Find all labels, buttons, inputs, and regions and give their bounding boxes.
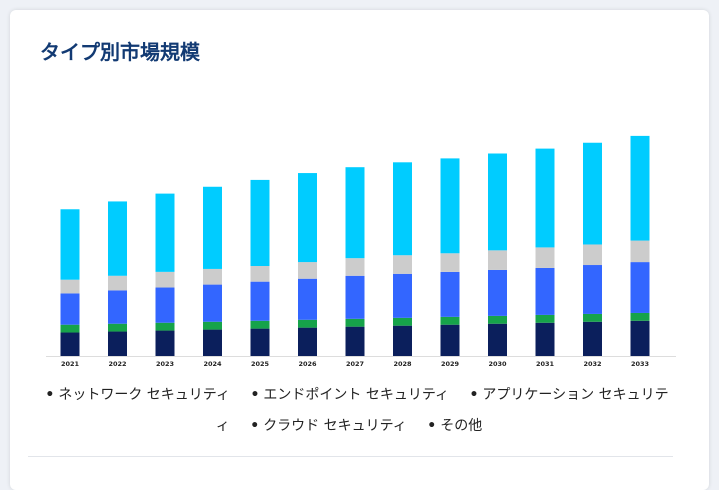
- bar-segment-2031-2: [535, 267, 555, 315]
- bar-segment-2026-2: [298, 278, 317, 320]
- bar-segment-2032-1: [583, 313, 602, 322]
- x-tick-label: 2029: [441, 360, 460, 368]
- bar-segment-2026-4: [298, 173, 317, 263]
- bar-segment-2022-2: [108, 290, 127, 324]
- bar-segment-2027-3: [345, 258, 365, 276]
- bar-segment-2021-3: [60, 279, 80, 294]
- bar-segment-2031-3: [535, 247, 555, 268]
- bar-segment-2028-1: [393, 317, 412, 326]
- bar-segment-2025-3: [250, 266, 270, 282]
- bar-segment-2033-4: [630, 135, 650, 241]
- x-tick-label: 2022: [108, 360, 126, 368]
- bar-segment-2025-2: [250, 281, 270, 321]
- x-tick-label: 2033: [631, 360, 649, 368]
- bar-segment-2031-1: [535, 314, 555, 323]
- legend-bullet: •: [469, 387, 479, 403]
- bar-segment-2022-3: [108, 275, 127, 291]
- bar-segment-2032-3: [583, 244, 602, 266]
- bar-segment-2028-0: [393, 325, 412, 356]
- bar-segment-2026-3: [298, 262, 317, 279]
- legend-bullet: •: [250, 387, 260, 403]
- x-tick-label: 2030: [488, 360, 507, 368]
- legend-bullet: •: [45, 387, 55, 403]
- bar-segment-2027-2: [345, 275, 365, 319]
- legend-item-endpoint: • エンドポイント セキュリティ: [250, 387, 449, 403]
- bar-segment-2024-1: [203, 321, 222, 330]
- divider: [28, 456, 673, 457]
- bar-segment-2029-1: [440, 316, 460, 325]
- bar-segment-2023-2: [155, 287, 175, 323]
- bar-segment-2030-4: [488, 153, 507, 251]
- bar-segment-2030-2: [488, 269, 507, 316]
- bar-segment-2032-2: [583, 265, 602, 314]
- bar-segment-2033-2: [630, 262, 650, 313]
- bar-segment-2029-4: [440, 158, 460, 254]
- bar-segment-2023-0: [155, 330, 175, 356]
- legend-item-other: • その他: [427, 418, 482, 434]
- bar-segment-2024-3: [203, 268, 222, 285]
- bar-segment-2026-1: [298, 319, 317, 328]
- bar-segment-2031-0: [535, 322, 555, 356]
- bar-segment-2023-4: [155, 193, 175, 272]
- bar-segment-2032-4: [583, 142, 602, 245]
- legend-label: アプリケーション セキュリティ: [215, 387, 669, 434]
- x-tick-label: 2024: [203, 360, 222, 368]
- bar-segment-2030-0: [488, 323, 507, 356]
- legend-item-network: • ネットワーク セキュリティ: [45, 387, 230, 403]
- legend-label: その他: [440, 418, 483, 434]
- legend-bullet: •: [250, 418, 260, 434]
- bar-segment-2030-3: [488, 250, 507, 270]
- bar-segment-2028-2: [393, 273, 412, 318]
- bar-segment-2023-3: [155, 271, 175, 288]
- bar-segment-2027-1: [345, 318, 365, 327]
- x-tick-label: 2032: [583, 360, 601, 368]
- bar-segment-2025-4: [250, 179, 270, 266]
- bar-segment-2022-1: [108, 323, 127, 332]
- x-tick-label: 2031: [536, 360, 555, 368]
- legend-label: エンドポイント セキュリティ: [263, 387, 450, 403]
- bar-segment-2021-2: [60, 293, 80, 325]
- bar-segment-2022-4: [108, 201, 127, 276]
- bar-segment-2023-1: [155, 322, 175, 331]
- bar-segment-2021-0: [60, 332, 80, 356]
- bar-segment-2024-2: [203, 284, 222, 322]
- legend-label: クラウド セキュリティ: [263, 418, 407, 434]
- bar-segment-2026-0: [298, 327, 317, 356]
- x-tick-label: 2026: [298, 360, 317, 368]
- chart-title: タイプ別市場規模: [40, 40, 200, 64]
- bar-segment-2031-4: [535, 148, 555, 248]
- x-tick-label: 2023: [156, 360, 174, 368]
- legend-item-cloud: • クラウド セキュリティ: [250, 418, 407, 434]
- bar-segment-2030-1: [488, 315, 507, 324]
- bar-segment-2024-0: [203, 329, 222, 356]
- bar-segment-2021-4: [60, 209, 80, 280]
- bar-segment-2025-0: [250, 328, 270, 356]
- bar-segment-2025-1: [250, 320, 270, 329]
- bar-segment-2028-3: [393, 255, 412, 274]
- bar-segment-2029-2: [440, 271, 460, 317]
- bar-segment-2022-0: [108, 331, 127, 356]
- bar-segment-2032-0: [583, 321, 602, 356]
- x-tick-label: 2025: [251, 360, 270, 368]
- legend-label: ネットワーク セキュリティ: [58, 387, 230, 403]
- legend-bullet: •: [427, 418, 437, 434]
- x-tick-label: 2021: [61, 360, 80, 368]
- chart-legend: • ネットワーク セキュリティ • エンドポイント セキュリティ • アプリケーション…: [28, 380, 678, 442]
- bar-segment-2028-4: [393, 162, 412, 256]
- bar-segment-2029-3: [440, 253, 460, 272]
- bar-segment-2033-1: [630, 312, 650, 321]
- stacked-bar-chart: 2021 2022 2023 2024 2025 2026 2027 2028 2029 2030…: [46, 135, 676, 368]
- bar-segment-2029-0: [440, 324, 460, 356]
- bar-segment-2024-4: [203, 186, 222, 269]
- bar-segment-2027-4: [345, 167, 365, 259]
- x-tick-label: 2028: [393, 360, 412, 368]
- bar-segment-2033-0: [630, 320, 650, 356]
- x-tick-label: 2027: [346, 360, 364, 368]
- bar-segment-2021-1: [60, 324, 80, 333]
- bar-segment-2027-0: [345, 326, 365, 356]
- legend-item-application: • アプリケーション セキュリティ: [216, 387, 669, 434]
- bar-segment-2033-3: [630, 240, 650, 263]
